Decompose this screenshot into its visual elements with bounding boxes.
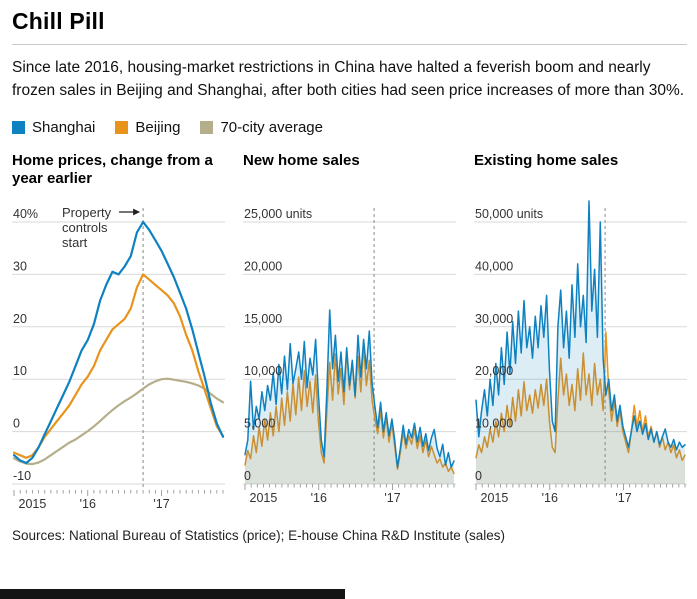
beijing-swatch-icon bbox=[115, 120, 129, 134]
svg-text:2015: 2015 bbox=[481, 491, 509, 505]
article-graphic: Chill Pill Since late 2016, housing-mark… bbox=[12, 8, 687, 543]
svg-text:2015: 2015 bbox=[250, 491, 278, 505]
svg-text:20,000: 20,000 bbox=[475, 364, 513, 378]
svg-text:40%: 40% bbox=[13, 207, 38, 221]
svg-text:20,000: 20,000 bbox=[244, 259, 282, 273]
svg-text:50,000 units: 50,000 units bbox=[475, 207, 543, 221]
charts-row: Home prices, change from a year earlier … bbox=[12, 152, 687, 520]
svg-text:start: start bbox=[62, 235, 88, 250]
svg-text:0: 0 bbox=[13, 416, 20, 430]
existing-home-sales-chart-panel: Existing home sales 50,000 units 40,000 30… bbox=[474, 152, 689, 520]
seventy-city-swatch-icon bbox=[200, 120, 214, 134]
svg-text:0: 0 bbox=[244, 469, 251, 483]
svg-text:30,000: 30,000 bbox=[475, 311, 513, 325]
home-prices-chart-panel: Home prices, change from a year earlier … bbox=[12, 152, 227, 520]
svg-text:5,000: 5,000 bbox=[244, 416, 275, 430]
legend: Shanghai Beijing 70-city average bbox=[12, 119, 687, 136]
legend-label-shanghai: Shanghai bbox=[32, 118, 96, 136]
svg-text:0: 0 bbox=[475, 469, 482, 483]
page-title: Chill Pill bbox=[12, 8, 105, 34]
svg-text:Property: Property bbox=[62, 205, 112, 220]
legend-label-beijing: Beijing bbox=[135, 118, 181, 136]
svg-text:15,000: 15,000 bbox=[244, 311, 282, 325]
legend-item-shanghai: Shanghai bbox=[12, 119, 95, 136]
svg-text:controls: controls bbox=[62, 220, 108, 235]
svg-text:-10: -10 bbox=[13, 469, 31, 483]
svg-text:'17: '17 bbox=[384, 491, 400, 505]
svg-text:40,000: 40,000 bbox=[475, 259, 513, 273]
svg-text:'17: '17 bbox=[153, 497, 169, 511]
svg-text:20: 20 bbox=[13, 311, 27, 325]
new-home-sales-chart: 25,000 units 20,000 15,000 10,000 5,000 0 2015… bbox=[243, 207, 456, 505]
home-prices-chart: 40% 30 20 10 0 -10 2015 '16 '17 Propertycontrolss… bbox=[12, 205, 225, 511]
shanghai-swatch-icon bbox=[12, 120, 25, 134]
svg-text:10,000: 10,000 bbox=[475, 416, 513, 430]
svg-text:10,000: 10,000 bbox=[244, 364, 282, 378]
divider bbox=[12, 44, 687, 45]
bottom-bar bbox=[0, 589, 345, 599]
subtitle: Since late 2016, housing-market restrict… bbox=[12, 59, 685, 100]
svg-text:2015: 2015 bbox=[19, 497, 47, 511]
svg-text:'16: '16 bbox=[311, 491, 327, 505]
new-home-sales-chart-title: New home sales bbox=[243, 151, 360, 169]
svg-text:'16: '16 bbox=[542, 491, 558, 505]
existing-home-sales-chart-title: Existing home sales bbox=[474, 151, 619, 169]
legend-item-70-city-average: 70-city average bbox=[200, 119, 323, 136]
new-home-sales-chart-panel: New home sales 25,000 units 20,000 15,000 1… bbox=[243, 152, 458, 520]
home-prices-chart-title: Home prices, change from a year earlier bbox=[12, 151, 213, 188]
sources-note: Sources: National Bureau of Statistics (… bbox=[12, 527, 505, 543]
svg-text:30: 30 bbox=[13, 259, 27, 273]
svg-text:'17: '17 bbox=[615, 491, 631, 505]
legend-label-70-city-average: 70-city average bbox=[220, 118, 323, 136]
svg-text:25,000 units: 25,000 units bbox=[244, 207, 312, 221]
legend-item-beijing: Beijing bbox=[115, 119, 180, 136]
svg-text:'16: '16 bbox=[80, 497, 96, 511]
existing-home-sales-chart: 50,000 units 40,000 30,000 20,000 10,000 0 201… bbox=[474, 199, 687, 505]
svg-text:10: 10 bbox=[13, 364, 27, 378]
